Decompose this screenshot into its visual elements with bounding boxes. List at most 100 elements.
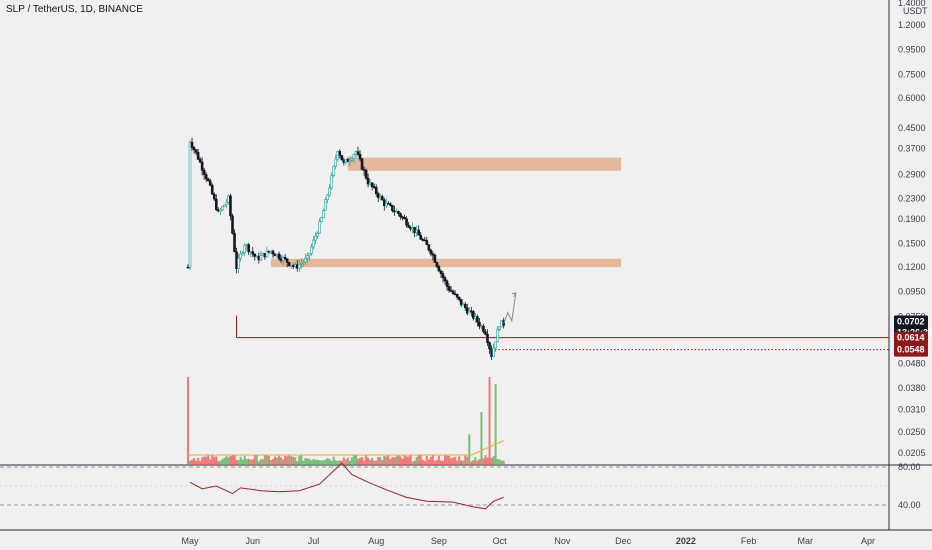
candle-body: [362, 169, 366, 171]
price-tick-label: 0.1900: [898, 214, 926, 224]
candle-body: [283, 256, 287, 260]
rsi-line: [189, 462, 504, 510]
volume-bar: [328, 459, 331, 465]
candle-body: [194, 149, 198, 153]
candle-body: [225, 201, 228, 206]
volume-bar: [296, 461, 299, 465]
price-tick-label: 0.0250: [898, 427, 926, 437]
candle-body: [389, 203, 392, 206]
indicator-level-label: 40.00: [898, 500, 921, 510]
volume-bar: [381, 460, 384, 465]
candle-body: [200, 161, 204, 171]
candle-body: [417, 229, 420, 236]
candle-body: [287, 262, 291, 266]
volume-bar: [253, 454, 256, 465]
candle-body: [366, 177, 370, 185]
candle-body: [235, 251, 238, 269]
candle-body: [271, 250, 275, 255]
candle-body: [186, 266, 190, 269]
price-tick-label: 0.1200: [898, 262, 926, 272]
candle-body: [233, 232, 236, 253]
volume-bar: [290, 456, 293, 465]
candle-body: [217, 209, 220, 212]
volume-bar: [239, 456, 242, 465]
volume-bar: [502, 460, 505, 465]
candle-body: [492, 347, 495, 358]
volume-bar: [342, 457, 345, 465]
volume-bar: [310, 460, 313, 465]
candle-body: [465, 307, 469, 314]
volume-bar: [237, 460, 240, 465]
volume-bar: [322, 460, 325, 465]
candle-body: [208, 180, 212, 186]
volume-bar: [389, 458, 392, 465]
volume-bar: [446, 455, 449, 465]
price-tick-label: 0.3700: [898, 144, 926, 154]
candle-body: [261, 253, 265, 256]
volume-bar: [312, 458, 315, 465]
price-axis-top-label: 1.4000: [898, 0, 926, 8]
candle-body: [413, 227, 416, 233]
candle-body: [188, 141, 192, 268]
candle-body: [439, 270, 443, 274]
volume-bar: [423, 461, 426, 465]
candle-body: [239, 253, 242, 259]
volume-bar: [433, 460, 436, 465]
volume-bar: [421, 459, 424, 465]
candle-body: [237, 258, 240, 269]
volume-bar: [371, 458, 374, 465]
candle-body: [338, 151, 342, 156]
candle-body: [297, 264, 301, 269]
candle-body: [403, 216, 406, 220]
volume-bar: [500, 460, 503, 465]
volume-bar: [259, 459, 262, 465]
candle-body: [316, 232, 319, 237]
volume-bar: [462, 460, 465, 465]
candle-body: [210, 184, 214, 195]
volume-bar: [456, 460, 459, 465]
volume-bar: [411, 461, 414, 465]
volume-bar: [448, 455, 451, 465]
candle-body: [435, 262, 439, 267]
candle-body: [219, 209, 222, 212]
volume-bar: [393, 457, 396, 465]
volume-bar: [213, 456, 216, 465]
volume-bar: [464, 455, 467, 465]
candle-body: [451, 291, 455, 294]
volume-bar: [288, 455, 291, 465]
volume-bar: [326, 458, 329, 465]
candle-body: [482, 325, 485, 333]
candle-body: [399, 213, 402, 218]
candle-body: [425, 240, 429, 246]
volume-bar: [271, 459, 274, 465]
volume-bar: [280, 457, 283, 465]
volume-bar: [316, 459, 319, 465]
candle-body: [326, 194, 329, 200]
volume-bar: [344, 459, 347, 465]
candle-body: [455, 294, 459, 298]
candle-body: [257, 255, 261, 261]
volume-bar: [363, 460, 366, 465]
candle-body: [295, 264, 299, 269]
volume-bar: [437, 455, 440, 465]
currency-label: USDT: [903, 6, 928, 16]
volume-bar: [356, 458, 359, 465]
candle-body: [488, 342, 491, 350]
time-axis-label: Oct: [493, 536, 508, 546]
candle-body: [364, 170, 368, 179]
volume-bar: [472, 460, 475, 465]
volume-bar: [354, 454, 357, 465]
candle-body: [344, 159, 348, 163]
candle-body: [405, 218, 408, 226]
candle-body: [227, 195, 230, 203]
volume-bar: [405, 456, 408, 465]
volume-bar: [267, 456, 270, 465]
candle-body: [289, 265, 293, 267]
volume-bar: [261, 459, 264, 465]
volume-bar: [375, 460, 378, 465]
volume-bar: [425, 455, 428, 465]
candle-body: [202, 169, 206, 175]
last-price-tag-text: 0.0702: [897, 317, 925, 327]
candle-body: [429, 249, 433, 255]
